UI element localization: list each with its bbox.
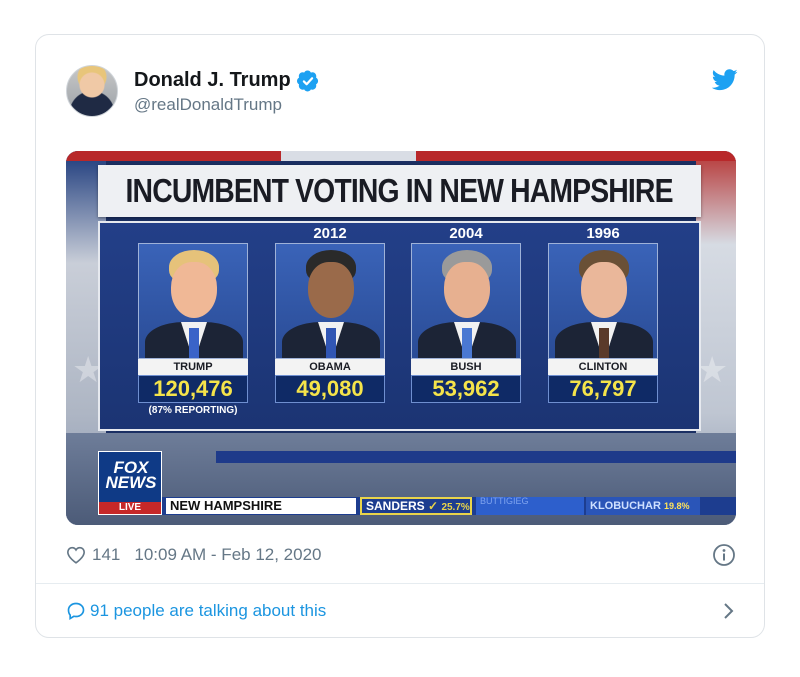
ticker-sanders: SANDERS ✓ 25.7% [360, 497, 472, 515]
author-handle[interactable]: @realDonaldTrump [134, 95, 282, 114]
talking-about-link[interactable]: 91 people are talking about this [66, 599, 736, 623]
candidate-votes: 76,797 [548, 375, 658, 403]
tweet-timestamp[interactable]: 10:09 AM - Feb 12, 2020 [134, 545, 322, 564]
tweet-media-image[interactable]: ★ ★ INCUMBENT VOTING IN NEW HAMPSHIRE 20… [66, 151, 736, 525]
card-divider [36, 583, 764, 584]
candidate-votes: 120,476 [138, 375, 248, 403]
candidate-name: OBAMA [275, 359, 385, 375]
candidate-name: TRUMP [138, 359, 248, 375]
verified-badge-icon [296, 70, 318, 91]
candidate-name: CLINTON [548, 359, 658, 375]
ticker-klobuchar-name: KLOBUCHAR [590, 500, 661, 512]
ticker-klobuchar-pct: 19.8% [663, 501, 690, 511]
ticker-state: NEW HAMPSHIRE [166, 498, 356, 514]
candidate-photo [275, 243, 385, 359]
candidate-photo [138, 243, 248, 359]
ticker-klobuchar: KLOBUCHAR 19.8% [586, 497, 700, 515]
fox-news-logo: FOX NEWS LIVE [98, 451, 162, 515]
check-icon: ✓ [428, 499, 439, 513]
graphic-title-plate: INCUMBENT VOTING IN NEW HAMPSHIRE [98, 165, 701, 217]
candidate-year: 2004 [449, 225, 483, 242]
graphic-title: INCUMBENT VOTING IN NEW HAMPSHIRE [125, 172, 674, 209]
candidate-name: BUSH [411, 359, 521, 375]
twitter-bird-icon[interactable] [712, 69, 738, 91]
tweet-meta-row: 141 10:09 AM - Feb 12, 2020 [66, 543, 736, 567]
tweet-card: Donald J. Trump @realDonaldTrump ★ ★ INC… [35, 34, 765, 638]
author-name-row: Donald J. Trump [134, 69, 319, 92]
ticker-buttigieg: BUTTIGIEG [476, 497, 584, 515]
avatar[interactable] [66, 65, 118, 117]
tweet-header: Donald J. Trump @realDonaldTrump [66, 65, 738, 119]
ticker-sanders-name: SANDERS [366, 499, 425, 513]
ticker-sanders-pct: 25.7% [441, 502, 470, 513]
backdrop-red-bar [416, 151, 736, 161]
fox-news-logo-text: FOX NEWS [105, 458, 157, 492]
candidate-photo [411, 243, 521, 359]
candidate-votes: 53,962 [411, 375, 521, 403]
reporting-note: (87% REPORTING) [148, 405, 238, 416]
heart-icon[interactable] [66, 546, 86, 564]
studio-stripe [216, 451, 736, 463]
candidate-photo [548, 243, 658, 359]
comment-bubble-icon [67, 602, 85, 620]
backdrop-gray-bar [281, 151, 416, 161]
chevron-right-icon[interactable] [720, 601, 736, 621]
like-count[interactable]: 141 [92, 545, 121, 564]
backdrop-red-bar [66, 151, 281, 161]
candidate-year: 1996 [586, 225, 620, 242]
live-label: LIVE [99, 502, 161, 514]
candidate-year: 2012 [313, 225, 347, 242]
author-name[interactable]: Donald J. Trump [134, 69, 291, 91]
star-decoration-icon: ★ [696, 349, 729, 390]
candidate-votes: 49,080 [275, 375, 385, 403]
talking-about-text[interactable]: 91 people are talking about this [90, 601, 327, 620]
info-icon[interactable] [712, 543, 736, 567]
